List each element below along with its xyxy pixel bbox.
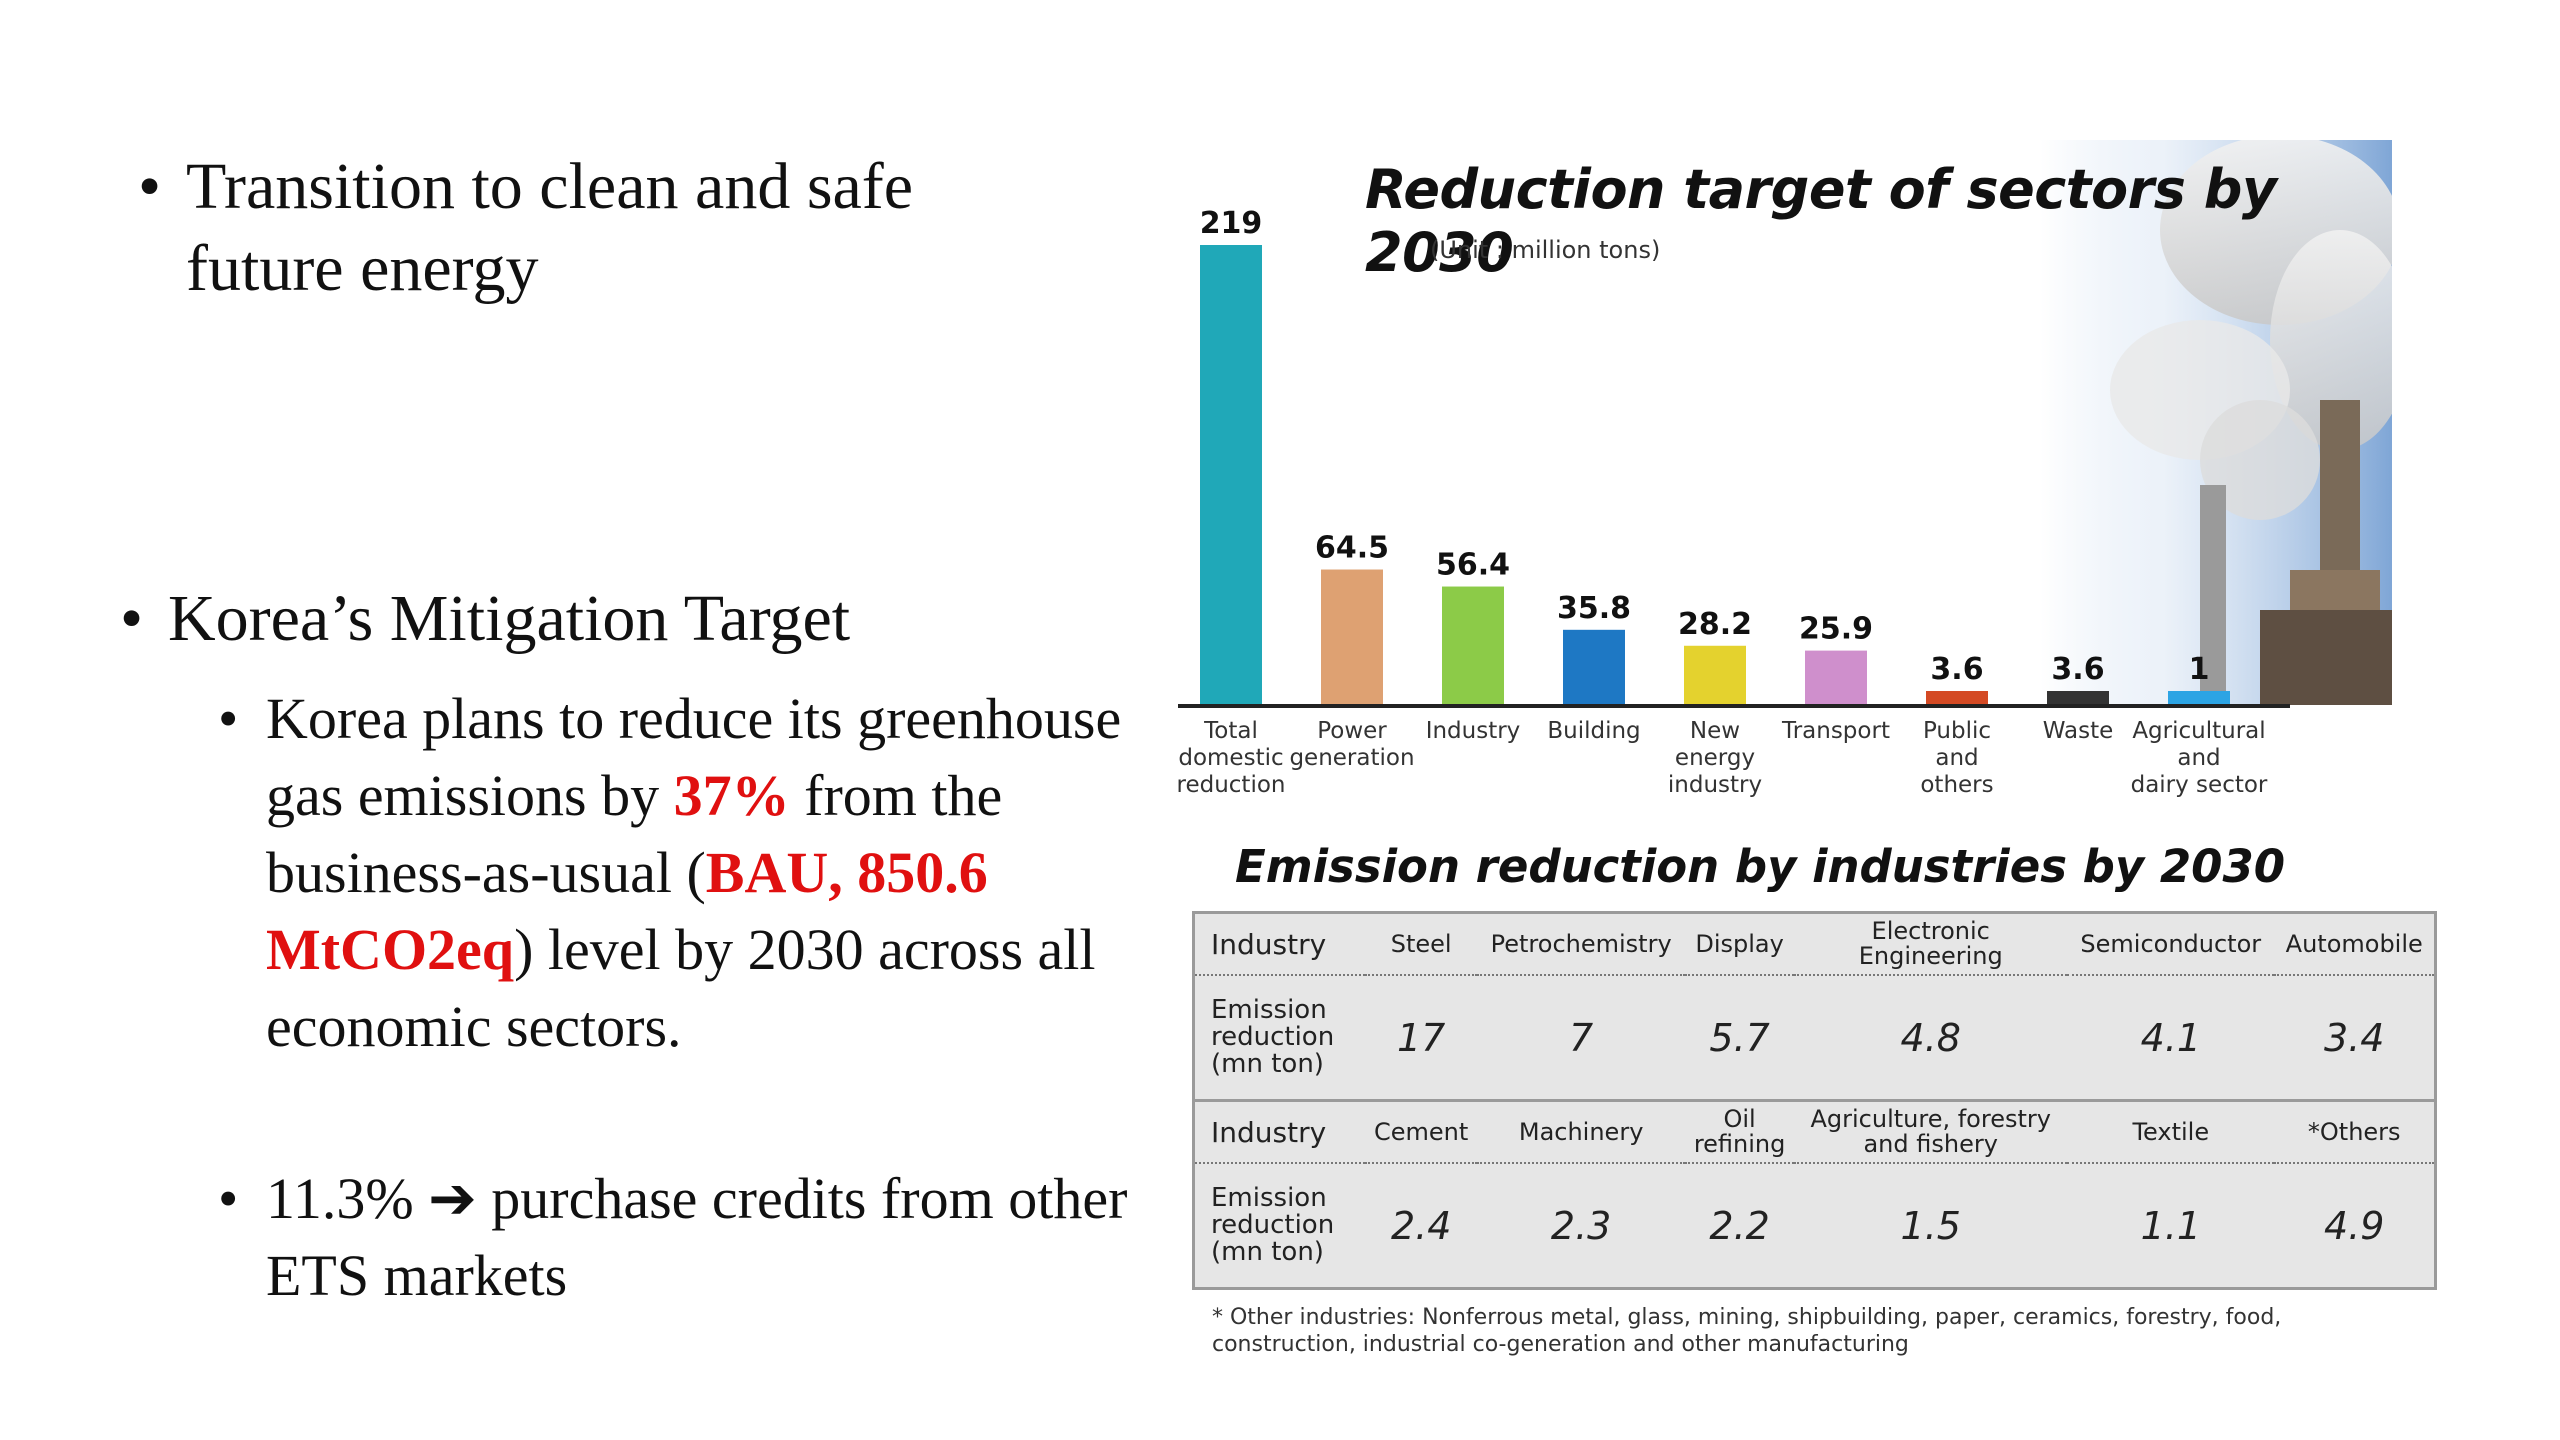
row-label-emission-reduction: Emission reduction (mn ton) [1193, 975, 1365, 1102]
industry-cell: *Others [2274, 1100, 2436, 1164]
category-label: Total [1203, 718, 1258, 744]
sub-bullet-reduction-plan: • Korea plans to reduce its greenhouse g… [218, 680, 1138, 1065]
chart-title: Reduction target of sectors by 2030 [1365, 158, 2277, 284]
value-cell: 1.1 [2140, 1203, 2201, 1248]
value-cell: 2.3 [1550, 1203, 1612, 1248]
row-label-emission-reduction: Emission reduction (mn ton) [1211, 1183, 1335, 1267]
value-cell: 5.7 [1684, 975, 1795, 1102]
reduction-text-a: Korea plans to reduce its greenhouse gas… [266, 686, 1122, 828]
table-title: Emission reduction by industries by 2030 [1235, 840, 2286, 893]
value-cell: 17 [1365, 975, 1478, 1102]
row-header-industry: Industry [1193, 1100, 1365, 1164]
category-label: Building [1547, 718, 1640, 744]
bar [1442, 586, 1504, 705]
reduction-target-chart: 219 Total domestic reduction 64.5 Power genera… [1160, 140, 2392, 830]
bar [2047, 691, 2109, 705]
category-label: energy [1675, 745, 1755, 771]
industry-cell: Cement [1365, 1100, 1478, 1164]
bar-value-label: 56.4 [1436, 548, 1510, 583]
bullet-mitigation-target: • Korea’s Mitigation Target [120, 578, 1100, 660]
industry-cell: Oil refining [1684, 1100, 1795, 1164]
value-cell: 7 [1477, 975, 1685, 1102]
chart-unit-label: (Unit : million tons) [1430, 236, 1661, 264]
table-value-row: Emission reduction (mn ton) 2.4 2.3 2.2 1.… [1194, 1163, 2436, 1289]
value-cell: 4.9 [2324, 1203, 2385, 1248]
industry-cell: Display [1684, 912, 1795, 976]
category-label: Agricultural [2132, 718, 2265, 744]
table-value-row: Emission reduction (mn ton) 17 7 5.7 4.8 4… [1193, 975, 2436, 1102]
table-footnote: * Other industries: Nonferrous metal, gl… [1212, 1305, 2282, 1357]
category-label: reduction [1177, 772, 1286, 798]
industry-cell: Petrochemistry [1477, 912, 1685, 976]
industry-cell: Automobile [2274, 912, 2436, 976]
value-cell: 2.4 [1390, 1203, 1452, 1248]
category-label: Transport [1781, 718, 1890, 744]
industry-cell: Steel [1365, 912, 1478, 976]
bullet-mitigation-target-text: Korea’s Mitigation Target [168, 582, 851, 655]
category-label: others [1920, 772, 1993, 798]
ets-text-b: purchase credits from other ETS markets [266, 1166, 1128, 1308]
bar [1200, 245, 1262, 705]
industry-cell: Machinery [1477, 1100, 1685, 1164]
bullet-marker: • [138, 150, 162, 223]
reduction-percent: 37% [673, 763, 790, 828]
bar [1563, 629, 1625, 705]
category-label: New [1690, 718, 1740, 744]
sub-bullet-ets-credits: • 11.3% ➔ purchase credits from other ET… [218, 1160, 1138, 1314]
category-label: Industry [1426, 718, 1521, 744]
category-label: and [2177, 745, 2220, 771]
value-cell: 4.8 [1794, 975, 2068, 1102]
industry-cell: Textile [2067, 1100, 2275, 1164]
bullet-marker: • [218, 686, 239, 751]
value-cell: 4.1 [2067, 975, 2275, 1102]
bar-value-label: 3.6 [1930, 652, 1983, 687]
bar [1926, 691, 1988, 705]
bullet-clean-energy: • Transition to clean and safe future en… [138, 146, 1098, 310]
reduction-text-b: from the business-as-usual ( [266, 763, 1003, 905]
bar [1321, 569, 1383, 705]
bar-value-label: 64.5 [1315, 531, 1389, 566]
reduction-text-c: ) level by 2030 across all economic sect… [266, 917, 1096, 1059]
bar-value-label: 3.6 [2051, 652, 2104, 687]
bar [2168, 691, 2230, 705]
category-label: Public [1923, 718, 1991, 744]
category-label: and [1935, 745, 1978, 771]
emission-reduction-table: Industry Steel Petrochemistry Display El… [1192, 911, 2437, 1290]
factory-illustration [2040, 140, 2392, 705]
bullet-marker: • [218, 1166, 239, 1231]
bar [1684, 645, 1746, 705]
category-label: Waste [2043, 718, 2114, 744]
bar-value-label: 35.8 [1557, 591, 1631, 626]
bar-value-label: 219 [1200, 206, 1263, 241]
ets-text-a: 11.3% [266, 1166, 429, 1231]
category-label: domestic [1178, 745, 1283, 771]
category-label: generation [1289, 745, 1414, 771]
table-header-row: Industry Cement Machinery Oil refining Ag… [1193, 1100, 2436, 1164]
value-cell: 3.4 [2274, 975, 2436, 1102]
category-label: industry [1668, 772, 1762, 798]
value-cell: 1.5 [1900, 1203, 1961, 1248]
table-header-row: Industry Steel Petrochemistry Display El… [1193, 912, 2436, 976]
row-header-industry: Industry [1193, 912, 1365, 976]
bar-value-label: 1 [2189, 652, 2210, 687]
value-cell: 2.2 [1709, 1203, 1770, 1248]
bar-value-label: 28.2 [1678, 607, 1752, 642]
bar-value-label: 25.9 [1799, 612, 1873, 647]
category-label: Power [1317, 718, 1387, 744]
industry-cell: Agriculture, forestry and fishery [1794, 1100, 2068, 1164]
bullet-clean-energy-text: Transition to clean and safe future ener… [186, 150, 914, 305]
industry-cell: Semiconductor [2067, 912, 2275, 976]
arrow-right-icon: ➔ [428, 1164, 477, 1232]
sub-bullet-ets-text: 11.3% ➔ purchase credits from other ETS … [266, 1160, 1136, 1314]
sub-bullet-reduction-text: Korea plans to reduce its greenhouse gas… [266, 680, 1136, 1065]
bullet-marker: • [120, 582, 144, 655]
bau-value: BAU, 850.6 MtCO2eq [266, 840, 988, 982]
bar [1805, 650, 1867, 705]
industry-cell: Electronic Engineering [1794, 912, 2068, 976]
category-label: dairy sector [2131, 772, 2268, 798]
